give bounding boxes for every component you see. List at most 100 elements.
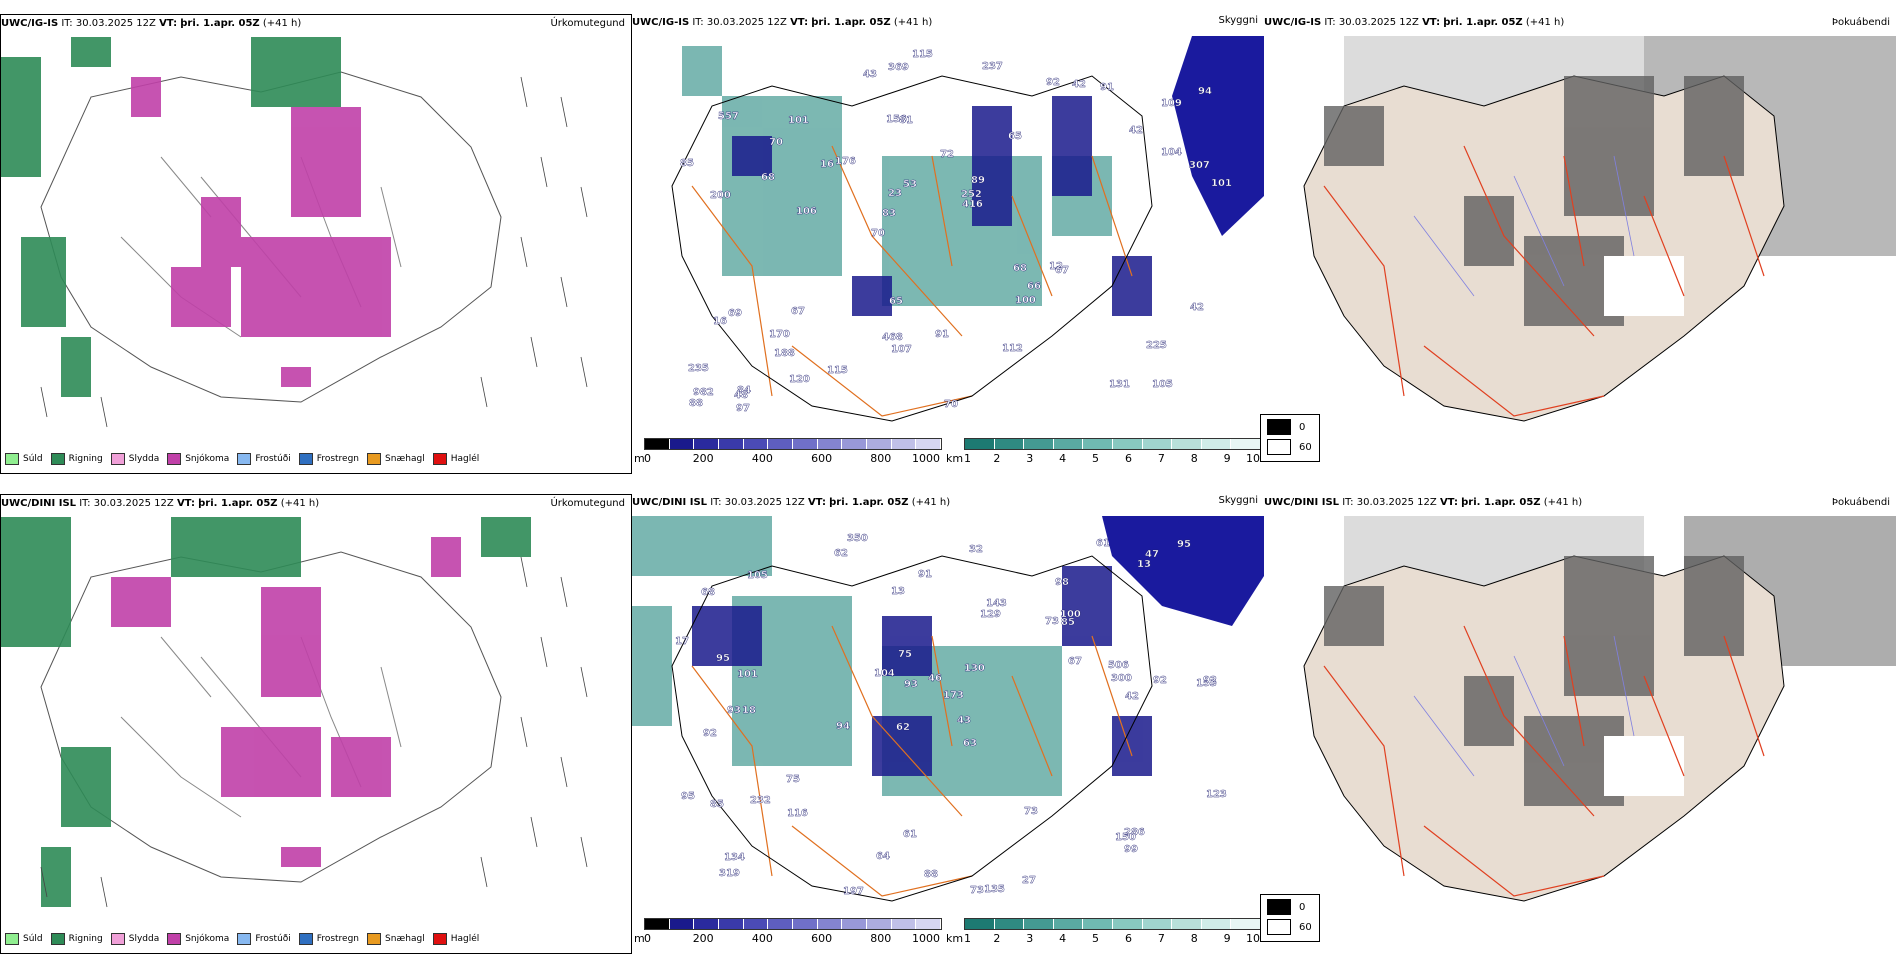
ceiling-value-label: 232 [750,795,771,806]
ceiling-value-label: 94 [836,721,850,732]
ceiling-value-label: 68 [701,587,715,598]
ceiling-value-label: 150 [1115,832,1136,843]
ceiling-value-label: 176 [835,156,856,167]
legend-label: Snæhagl [385,934,425,944]
lead-time: (+41 h) [280,498,320,509]
ceiling-value-label: 107 [891,344,912,355]
ceiling-value-label: 61 [1096,538,1110,549]
ceiling-value-label: 13 [891,586,905,597]
precip-legend-item: Súld [5,933,43,945]
ceiling-value-label: 112 [1002,343,1023,354]
fog-indicator-panel-row2: UWC/DINI ISL IT: 30.03.2025 12Z VT: þri.… [1260,494,1896,954]
ceiling-value-label: 92 [1046,77,1060,88]
ceiling-value-label: 143 [986,598,1007,609]
ceiling-value-label: 101 [788,115,809,126]
legend-label: Haglél [450,934,480,944]
colorbar-segment [1112,919,1143,929]
colorbar-tick: 0 [644,452,651,465]
legend-swatch [50,453,65,465]
ceiling-value-label: 300 [1111,673,1132,684]
visibility-map: 105 200 109 70 65 84 156 72 69 176 235 188 81 89 67 557… [671,36,1264,422]
ceiling-value-label: 129 [980,609,1001,620]
ceiling-value-label: 105 [747,570,768,581]
visibility-colorbar: km 1 2 3 4 5 6 7 8 9 10 [944,918,1262,948]
colorbar-segment [719,439,744,449]
ceiling-value-label: 73 [1045,616,1059,627]
ceiling-value-label: 135 [984,884,1005,895]
ceiling-value-label: 42 [1190,302,1204,313]
ceiling-value-label: 188 [774,348,795,359]
ceiling-value-label: 115 [827,365,848,376]
ceiling-value-label: 105 [1152,379,1173,390]
legend-swatch [367,453,382,465]
ceiling-value-label: 62 [896,722,910,733]
colorbar-segment [965,919,995,929]
colorbar-segment [1024,439,1054,449]
colorbar-tick: 400 [751,932,773,945]
panel-header: UWC/DINI ISL IT: 30.03.2025 12Z VT: þri.… [632,495,1258,508]
ceiling-value-label: 69 [728,308,742,319]
colorbar-segment [994,439,1025,449]
colorbar-segment [842,439,868,449]
ceiling-value-label: 95 [716,653,730,664]
ceiling-value-label: 68 [761,172,775,183]
legend-swatch [50,933,65,945]
colorbar-tick: 9 [1223,932,1231,945]
legend-label: Frostúði [255,934,291,944]
ceiling-value-label: 67 [791,306,805,317]
fog-legend-high: 60 [1299,441,1312,453]
valid-time: þri. 1.apr. 05Z [198,498,278,509]
colorbar-segment [719,919,744,929]
colorbar-tick: 6 [1124,452,1132,465]
ceiling-value-label: 120 [789,374,810,385]
ceiling-value-label: 235 [688,363,709,374]
legend-label: Snæhagl [385,454,425,464]
ceiling-value-label: 506 [1108,660,1129,671]
precip-legend-item: Frostregn [298,933,360,945]
legend-swatch [110,933,125,945]
precip-legend-item: Snæhagl [367,933,425,945]
ceiling-value-label: 93 [727,705,741,716]
ceiling-value-label: 84 [737,385,751,396]
ceiling-value-label: 95 [1177,539,1191,550]
ceiling-value-label: 123 [1206,789,1227,800]
init-time: 30.03.2025 12Z [93,498,174,509]
colorbar-segment [743,919,769,929]
colorbar-tick: 0 [644,932,651,945]
colorbar-segment [1142,919,1173,929]
ceiling-value-label: 92 [1153,675,1167,686]
colorbar-tick: 2 [993,932,1001,945]
ceiling-value-label: 369 [888,62,909,73]
legend-label: Frostregn [316,934,360,944]
ceiling-value-label: 85 [680,158,694,169]
colorbar-segment [1024,919,1054,929]
colorbar-tick: 10 [1246,452,1260,465]
precip-type-panel-row1: UWC/IG-IS IT: 30.03.2025 12Z VT: þri. 1.… [0,14,632,474]
colorbar-segment [1201,439,1232,449]
colorbar-segment [1083,439,1113,449]
fog-legend-high: 60 [1299,921,1312,933]
ceiling-value-label: 116 [787,808,808,819]
colorbar-segment [891,919,917,929]
ceiling-value-label: 237 [982,61,1003,72]
panel-title: Úrkomutegund [550,18,625,29]
legend-swatch [237,453,252,465]
ceiling-value-label: 72 [940,149,954,160]
ceiling-value-label: 23 [888,188,902,199]
colorbar-segment [694,919,720,929]
ceiling-value-label: 416 [962,199,983,210]
ceiling-value-label: 42 [1125,691,1139,702]
precip-legend-item: Rigning [50,933,103,945]
ceiling-value-label: 75 [898,649,912,660]
ceiling-value-label: 982 [693,387,714,398]
precip-legend-item: Frostregn [298,453,359,465]
precip-type-panel-row2: UWC/DINI ISL IT: 30.03.2025 12Z VT: þri.… [0,494,632,954]
colorbar-segment [694,439,720,449]
fog-legend: 0 60 [1260,414,1320,462]
ceiling-value-label: 64 [876,851,890,862]
colorbar-segment [817,439,843,449]
ceiling-value-label: 99 [1124,844,1138,855]
colorbar-tick: 600 [811,932,833,945]
ceiling-value-label: 130 [964,663,985,674]
ceiling-value-label: 89 [971,175,985,186]
